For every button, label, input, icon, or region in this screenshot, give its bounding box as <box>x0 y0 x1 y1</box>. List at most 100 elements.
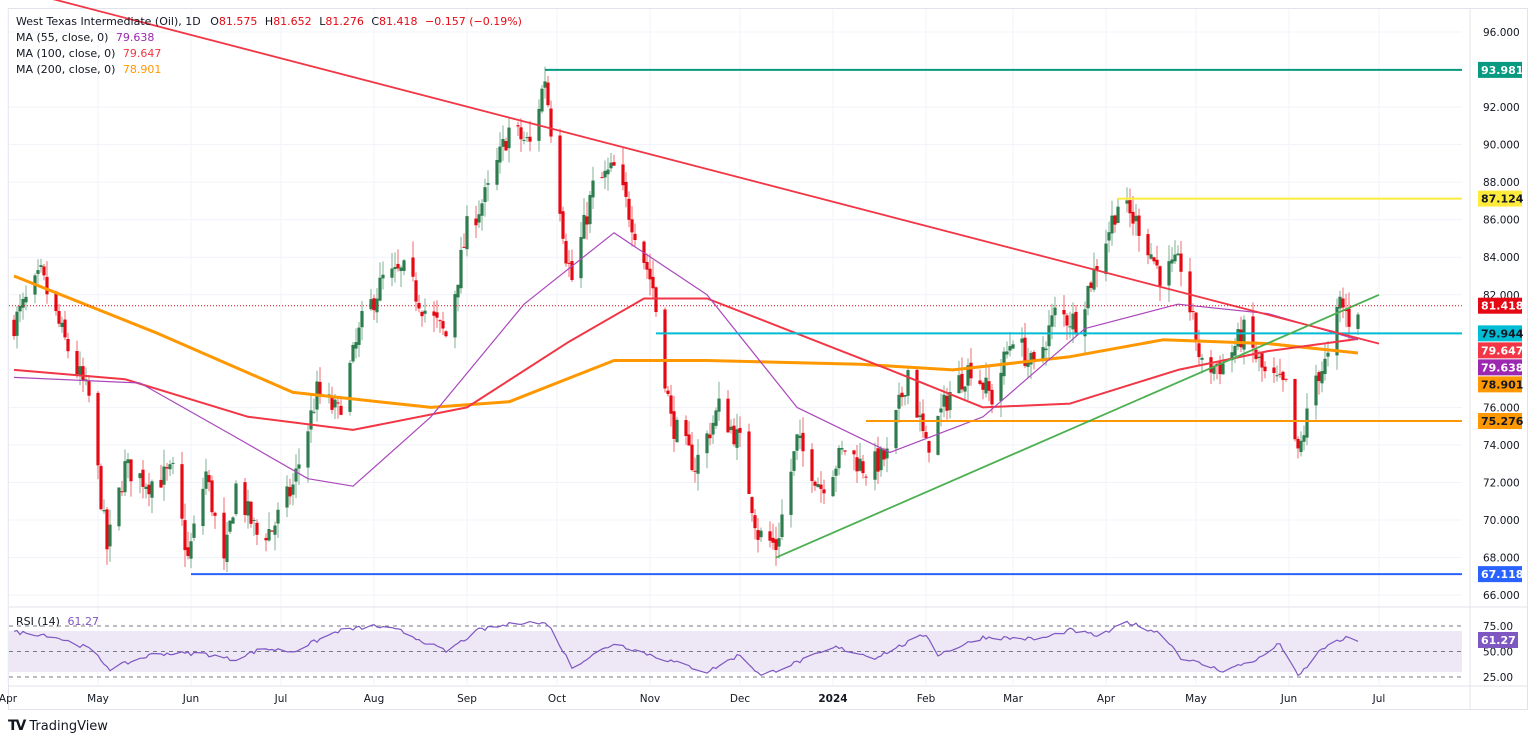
candle-body[interactable] <box>585 216 589 225</box>
candle-body[interactable] <box>936 415 940 455</box>
candle-body[interactable] <box>225 534 229 563</box>
candle-body[interactable] <box>456 284 460 298</box>
rsi-line[interactable] <box>13 620 1359 677</box>
candle-body[interactable] <box>291 484 295 495</box>
candle-body[interactable] <box>435 312 439 318</box>
candle-body[interactable] <box>816 484 820 488</box>
candle-body[interactable] <box>87 380 91 396</box>
candle-body[interactable] <box>348 362 352 412</box>
candle-body[interactable] <box>906 370 910 396</box>
candle-body[interactable] <box>960 373 964 390</box>
candle-body[interactable] <box>375 298 379 313</box>
candle-body[interactable] <box>441 321 445 329</box>
candle-body[interactable] <box>1095 265 1099 271</box>
candle-body[interactable] <box>810 449 814 482</box>
candle-body[interactable] <box>528 136 532 142</box>
candle-body[interactable] <box>39 265 43 268</box>
candle-body[interactable] <box>1158 266 1162 286</box>
candle-body[interactable] <box>147 484 151 495</box>
candle-body[interactable] <box>12 319 16 337</box>
candle-body[interactable] <box>1272 367 1276 374</box>
candle-body[interactable] <box>669 395 673 414</box>
candle-body[interactable] <box>1074 311 1078 335</box>
candle-body[interactable] <box>1221 363 1225 375</box>
candle-body[interactable] <box>885 448 889 459</box>
candle-body[interactable] <box>1293 378 1297 440</box>
candle-body[interactable] <box>273 525 277 535</box>
candle-body[interactable] <box>693 470 697 472</box>
candle-body[interactable] <box>231 517 235 524</box>
candle-body[interactable] <box>117 487 121 527</box>
candle-body[interactable] <box>24 296 28 303</box>
candle-body[interactable] <box>285 486 289 508</box>
candle-body[interactable] <box>1302 435 1306 442</box>
candle-body[interactable] <box>1209 357 1213 373</box>
candle-body[interactable] <box>333 399 337 408</box>
candle-body[interactable] <box>1341 298 1345 308</box>
candle-body[interactable] <box>42 266 46 276</box>
candle-body[interactable] <box>1023 337 1027 366</box>
candle-body[interactable] <box>918 415 922 418</box>
candle-body[interactable] <box>564 241 568 264</box>
candle-body[interactable] <box>1041 347 1045 360</box>
candle-body[interactable] <box>1146 234 1150 256</box>
candle-body[interactable] <box>903 394 907 397</box>
candle-body[interactable] <box>180 464 184 519</box>
candle-body[interactable] <box>393 266 397 270</box>
candle-body[interactable] <box>105 509 109 550</box>
candle-body[interactable] <box>630 219 634 233</box>
candle-body[interactable] <box>444 331 448 337</box>
candle-body[interactable] <box>1137 215 1141 236</box>
candle-body[interactable] <box>189 541 193 559</box>
candle-body[interactable] <box>774 539 778 551</box>
candle-body[interactable] <box>339 405 343 415</box>
candle-body[interactable] <box>582 214 586 239</box>
candle-body[interactable] <box>1338 296 1342 309</box>
candle-body[interactable] <box>717 398 721 412</box>
candle-body[interactable] <box>438 320 442 322</box>
candle-body[interactable] <box>591 180 595 198</box>
candle-body[interactable] <box>312 411 316 413</box>
candle-body[interactable] <box>927 441 931 453</box>
candle-body[interactable] <box>57 310 61 324</box>
candle-body[interactable] <box>771 537 775 543</box>
candle-body[interactable] <box>81 366 85 381</box>
candle-body[interactable] <box>1281 371 1285 381</box>
candle-body[interactable] <box>738 427 742 433</box>
candle-body[interactable] <box>798 435 802 439</box>
candle-body[interactable] <box>1131 211 1135 224</box>
candle-body[interactable] <box>1020 338 1024 343</box>
candle-body[interactable] <box>207 475 211 483</box>
candle-body[interactable] <box>579 237 583 279</box>
candle-body[interactable] <box>894 409 898 449</box>
candle-body[interactable] <box>843 450 847 452</box>
candle-body[interactable] <box>1218 362 1222 375</box>
candle-body[interactable] <box>1236 329 1240 347</box>
candle-body[interactable] <box>507 127 511 149</box>
candle-body[interactable] <box>480 203 484 216</box>
candle-body[interactable] <box>516 125 520 127</box>
candle-body[interactable] <box>666 390 670 394</box>
candle-body[interactable] <box>1005 351 1009 355</box>
candle-body[interactable] <box>288 487 292 497</box>
candle-body[interactable] <box>1026 360 1030 367</box>
candle-body[interactable] <box>1155 259 1159 266</box>
candle-body[interactable] <box>1314 375 1318 406</box>
candle-body[interactable] <box>729 426 733 431</box>
candle-body[interactable] <box>504 141 508 151</box>
candle-body[interactable] <box>861 461 865 474</box>
candle-body[interactable] <box>645 261 649 270</box>
candle-body[interactable] <box>948 392 952 411</box>
candle-body[interactable] <box>171 462 175 464</box>
candle-body[interactable] <box>999 372 1003 401</box>
candle-body[interactable] <box>603 170 607 178</box>
candle-body[interactable] <box>525 137 529 139</box>
candle-body[interactable] <box>852 450 856 455</box>
candle-body[interactable] <box>1356 314 1360 329</box>
candle-body[interactable] <box>651 276 655 289</box>
candle-body[interactable] <box>1065 315 1069 326</box>
ma200-legend[interactable]: MA (200, close, 0) 78.901 <box>16 62 522 78</box>
candle-body[interactable] <box>123 461 127 493</box>
candle-body[interactable] <box>54 291 58 312</box>
